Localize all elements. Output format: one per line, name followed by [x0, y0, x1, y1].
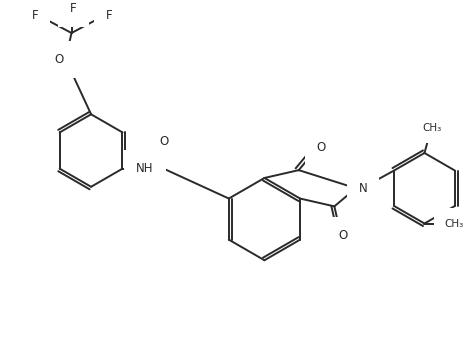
Text: O: O	[159, 135, 168, 148]
Text: O: O	[316, 141, 325, 154]
Text: CH₃: CH₃	[422, 122, 441, 133]
Text: NH: NH	[136, 162, 153, 175]
Text: N: N	[357, 182, 367, 195]
Text: O: O	[338, 229, 347, 242]
Text: CH₃: CH₃	[443, 219, 463, 228]
Text: F: F	[70, 2, 77, 15]
Text: F: F	[32, 9, 39, 22]
Text: F: F	[105, 9, 112, 22]
Text: O: O	[54, 53, 63, 66]
